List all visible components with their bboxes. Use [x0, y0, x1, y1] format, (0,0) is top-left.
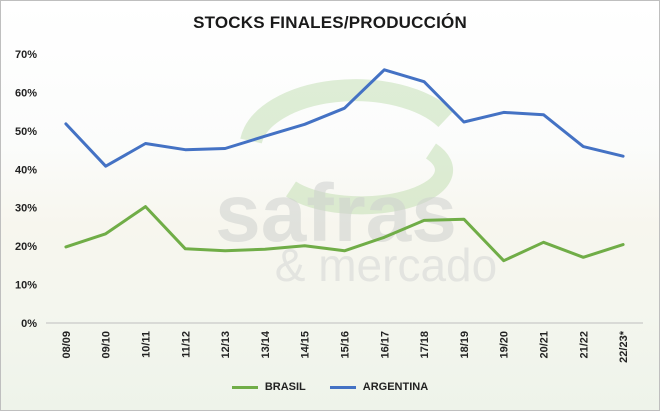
series-line-argentina [64, 68, 625, 168]
x-tick-label: 16/17 [379, 331, 391, 359]
legend-item-argentina: ARGENTINA [329, 381, 429, 393]
x-tick-label: 12/13 [220, 331, 232, 359]
x-tick-label: 11/12 [180, 331, 192, 358]
legend-swatch-argentina [329, 385, 356, 389]
x-tick-label: 10/11 [141, 331, 153, 358]
x-tick-label: 17/18 [419, 331, 431, 359]
x-tick-label: 22/23* [618, 330, 630, 363]
y-tick-label: 40% [15, 164, 37, 176]
x-tick-label: 18/19 [459, 331, 471, 359]
legend-item-brasil: BRASIL [231, 381, 306, 393]
x-tick-label: 19/20 [499, 331, 511, 359]
y-tick-label: 10% [15, 280, 37, 292]
legend-label-brasil: BRASIL [264, 381, 306, 393]
series-line-brasil [64, 205, 625, 263]
x-tick-label: 15/16 [340, 331, 352, 359]
chart-title: STOCKS FINALES/PRODUCCIÓN [193, 13, 467, 32]
x-tick-label: 09/10 [101, 331, 113, 359]
x-tick-label: 21/22 [578, 331, 590, 359]
legend-swatch-brasil [231, 385, 258, 389]
y-tick-label: 60% [15, 87, 37, 99]
x-tick-label: 14/15 [300, 331, 312, 359]
y-tick-label: 70% [15, 49, 37, 61]
y-tick-label: 0% [21, 318, 37, 330]
x-tick-label: 20/21 [539, 331, 551, 359]
x-tick-label: 13/14 [260, 330, 272, 358]
chart-legend: BRASIL ARGENTINA [1, 381, 659, 393]
y-tick-label: 20% [15, 241, 37, 253]
y-tick-label: 50% [15, 126, 37, 138]
y-tick-label: 30% [15, 203, 37, 215]
legend-label-argentina: ARGENTINA [362, 381, 429, 393]
x-tick-label: 08/09 [61, 331, 73, 359]
